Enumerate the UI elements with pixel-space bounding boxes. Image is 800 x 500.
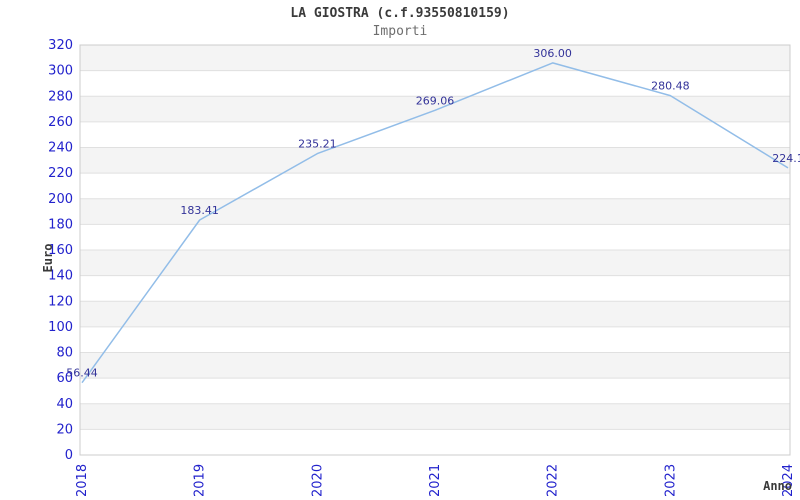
plot-band: [80, 352, 790, 379]
plot-band: [80, 429, 790, 455]
data-point-label: 235.21: [298, 138, 337, 151]
plot-band: [80, 403, 790, 430]
y-tick-label: 220: [48, 166, 73, 181]
plot-band: [80, 224, 790, 250]
plot-band: [80, 326, 790, 353]
data-point-label: 183.41: [180, 204, 219, 217]
x-tick-label: 2019: [193, 464, 208, 497]
plot-band: [80, 301, 790, 327]
y-tick-label: 320: [48, 38, 73, 53]
y-axis-title: Euro: [41, 243, 55, 273]
y-tick-label: 0: [65, 448, 73, 463]
data-point-label: 306.00: [533, 47, 572, 60]
plot-band: [80, 70, 790, 97]
plot-band: [80, 45, 790, 71]
y-tick-label: 100: [48, 320, 73, 335]
plot-band: [80, 378, 790, 404]
x-tick-label: 2022: [546, 464, 561, 497]
chart-title: LA GIOSTRA (c.f.93550810159): [290, 6, 510, 21]
y-tick-label: 80: [56, 346, 73, 361]
y-tick-label: 120: [48, 294, 73, 309]
y-tick-label: 160: [48, 243, 73, 258]
plot-band: [80, 96, 790, 122]
plot-band: [80, 250, 790, 276]
data-point-label: 280.48: [651, 80, 690, 93]
y-tick-label: 200: [48, 192, 73, 207]
y-tick-label: 260: [48, 115, 73, 130]
y-tick-label: 240: [48, 141, 73, 156]
data-point-label: 224.1: [772, 152, 800, 165]
y-tick-label: 40: [56, 397, 73, 412]
x-axis-title: Anno: [763, 479, 792, 493]
plot-band: [80, 121, 790, 148]
y-tick-label: 280: [48, 89, 73, 104]
data-point-label: 56.44: [66, 367, 98, 380]
x-tick-label: 2021: [428, 464, 443, 497]
data-point-label: 269.06: [416, 94, 455, 107]
plot-band: [80, 275, 790, 302]
plot-band: [80, 147, 790, 174]
x-tick-label: 2020: [310, 464, 325, 497]
x-tick-label: 2024: [781, 464, 796, 497]
y-tick-label: 180: [48, 217, 73, 232]
plot-band: [80, 198, 790, 225]
plot-band: [80, 173, 790, 199]
x-tick-label: 2018: [75, 464, 90, 497]
y-tick-label: 140: [48, 269, 73, 284]
plot-border: [79, 44, 791, 456]
y-tick-label: 300: [48, 64, 73, 79]
y-tick-label: 60: [56, 371, 73, 386]
x-tick-label: 2023: [663, 464, 678, 497]
y-tick-label: 20: [56, 422, 73, 437]
chart-subtitle: Importi: [372, 24, 428, 39]
series-line: [81, 62, 789, 384]
